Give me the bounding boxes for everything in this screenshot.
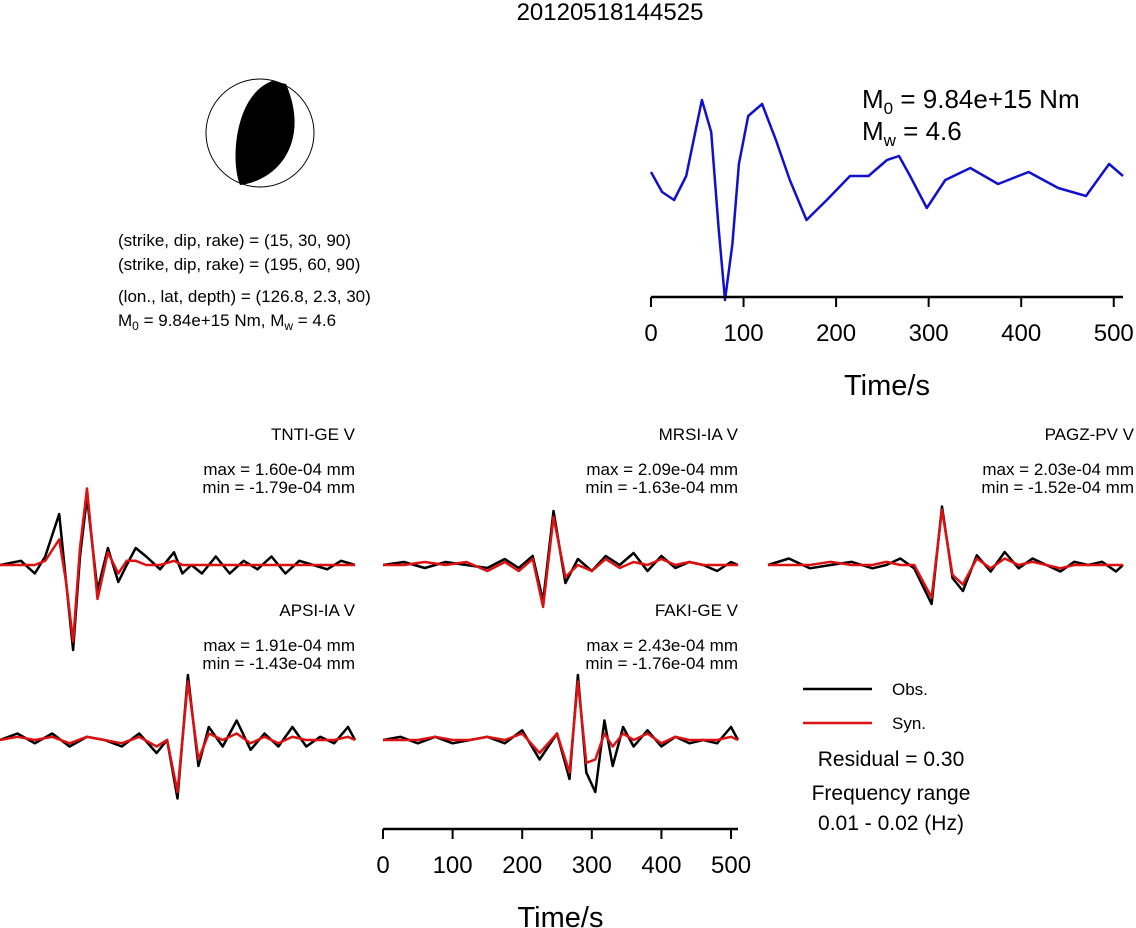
waveform-panel-5 xyxy=(382,673,740,794)
bottom-tick-label: 500 xyxy=(711,852,751,879)
bottom-tick-label: 0 xyxy=(376,852,389,879)
synthetic-trace-3 xyxy=(768,508,1123,599)
stf-moment-symbol: M xyxy=(862,84,884,114)
stf-tick-label: 500 xyxy=(1094,320,1134,347)
observed-trace-5 xyxy=(382,673,740,794)
stf-tick-label: 300 xyxy=(909,320,949,347)
station-4-name: APSI-IA V xyxy=(279,601,355,620)
station-3-min: min = -1.52e-04 mm xyxy=(981,478,1134,497)
station-5-labels: FAKI-GE V max = 2.43e-04 mm min = -1.76e… xyxy=(585,601,738,673)
moment-subscript: 0 xyxy=(132,319,139,333)
waveform-panel-2 xyxy=(382,509,739,609)
bottom-time-axis: 0 100 200 300 400 500 Time/s xyxy=(376,827,751,928)
magnitude-subscript: w xyxy=(283,319,293,333)
bottom-tick-label: 400 xyxy=(641,852,681,879)
synthetic-trace-2 xyxy=(383,515,738,609)
stf-axis-label: Time/s xyxy=(844,370,930,402)
stf-series-line xyxy=(649,98,1124,302)
station-5-name: FAKI-GE V xyxy=(655,601,739,620)
waveform-panel-4 xyxy=(0,673,357,800)
source-time-function-plot: 0 100 200 300 400 500 Time/s xyxy=(644,98,1134,402)
stf-moment-subscript: 0 xyxy=(884,99,893,118)
stf-moment-label: M0 = 9.84e+15 Nm xyxy=(862,84,1080,118)
station-1-min: min = -1.79e-04 mm xyxy=(202,478,355,497)
waveform-panel-1 xyxy=(0,487,356,652)
station-3-labels: PAGZ-PV V max = 2.03e-04 mm min = -1.52e… xyxy=(981,425,1134,497)
stf-magnitude-value: = 4.6 xyxy=(896,116,962,146)
mechanism-line-2: (strike, dip, rake) = (195, 60, 90) xyxy=(118,255,360,274)
bottom-tick-label: 100 xyxy=(433,852,473,879)
synthetic-trace-5 xyxy=(383,680,739,774)
station-4-max: max = 1.91e-04 mm xyxy=(203,636,355,655)
station-2-labels: MRSI-IA V max = 2.09e-04 mm min = -1.63e… xyxy=(585,425,738,497)
station-1-max: max = 1.60e-04 mm xyxy=(203,460,355,479)
synthetic-trace-1 xyxy=(0,487,355,643)
waveform-plots xyxy=(0,487,1124,800)
figure-title: 20120518144525 xyxy=(517,0,704,26)
stf-annotation: M0 = 9.84e+15 Nm Mw = 4.6 xyxy=(862,84,1080,150)
station-1-name: TNTI-GE V xyxy=(271,425,356,444)
station-2-name: MRSI-IA V xyxy=(659,425,739,444)
observed-trace-3 xyxy=(767,505,1124,606)
stf-tick-label: 100 xyxy=(724,320,764,347)
stf-tick-label: 400 xyxy=(1001,320,1041,347)
frequency-range-title: Frequency range xyxy=(812,782,971,805)
magnitude-value: = 4.6 xyxy=(293,311,336,330)
station-3-max: max = 2.03e-04 mm xyxy=(982,460,1134,479)
legend: Obs. Syn. xyxy=(803,680,928,733)
mechanism-line-3: (lon., lat, depth) = (126.8, 2.3, 30) xyxy=(118,287,371,306)
beachball xyxy=(205,78,315,188)
station-3-name: PAGZ-PV V xyxy=(1045,425,1135,444)
waveform-panel-3 xyxy=(767,505,1124,606)
station-5-max: max = 2.43e-04 mm xyxy=(586,636,738,655)
beachball-compressional-quadrant xyxy=(235,81,295,185)
stf-moment-value: = 9.84e+15 Nm xyxy=(893,84,1079,114)
mechanism-parameters: (strike, dip, rake) = (15, 30, 90) (stri… xyxy=(118,231,371,333)
bottom-axis-label: Time/s xyxy=(518,902,604,928)
bottom-tick-label: 300 xyxy=(572,852,612,879)
residual-label: Residual = 0.30 xyxy=(818,748,965,771)
station-4-labels: APSI-IA V max = 1.91e-04 mm min = -1.43e… xyxy=(202,601,355,673)
stf-magnitude-subscript: w xyxy=(883,131,897,150)
station-5-min: min = -1.76e-04 mm xyxy=(585,654,738,673)
stf-magnitude-label: Mw = 4.6 xyxy=(862,116,962,150)
frequency-range-value: 0.01 - 0.02 (Hz) xyxy=(818,812,964,835)
station-2-min: min = -1.63e-04 mm xyxy=(585,478,738,497)
mechanism-line-4: M0 = 9.84e+15 Nm, Mw = 4.6 xyxy=(118,311,336,333)
bottom-tick-label: 200 xyxy=(502,852,542,879)
stf-tick-label: 200 xyxy=(816,320,856,347)
legend-observed-label: Obs. xyxy=(892,680,928,699)
stf-magnitude-symbol: M xyxy=(862,116,884,146)
observed-trace-1 xyxy=(0,495,356,652)
moment-symbol: M xyxy=(118,311,132,330)
legend-synthetic-label: Syn. xyxy=(892,714,926,733)
mechanism-line-1: (strike, dip, rake) = (15, 30, 90) xyxy=(118,231,351,250)
synthetic-trace-4 xyxy=(0,680,356,794)
station-2-max: max = 2.09e-04 mm xyxy=(586,460,738,479)
stf-tick-label: 0 xyxy=(644,320,657,347)
station-4-min: min = -1.43e-04 mm xyxy=(202,654,355,673)
moment-value: = 9.84e+15 Nm, M xyxy=(139,311,285,330)
station-1-labels: TNTI-GE V max = 1.60e-04 mm min = -1.79e… xyxy=(202,425,355,497)
